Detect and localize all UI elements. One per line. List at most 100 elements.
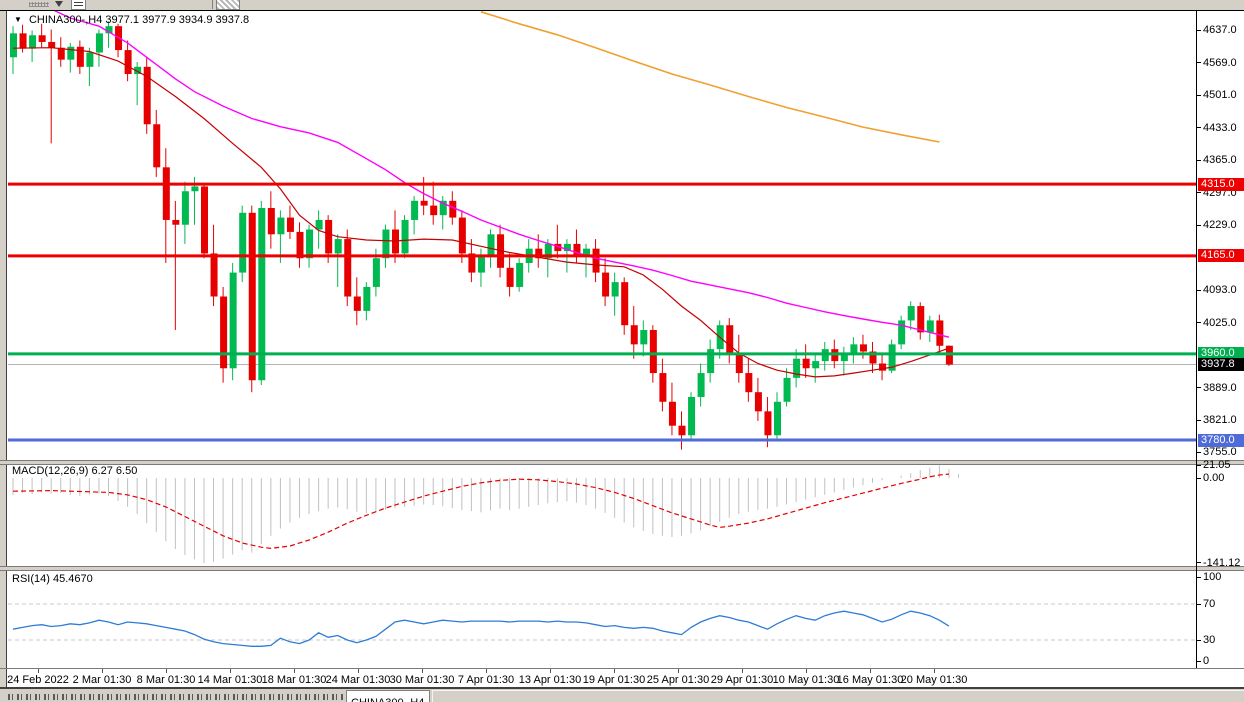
date-tick xyxy=(38,669,39,673)
date-tick xyxy=(870,669,871,673)
date-tick xyxy=(102,669,103,673)
macd-tick-mark xyxy=(1197,465,1201,466)
date-tick xyxy=(678,669,679,673)
current-price-badge: 3937.8 xyxy=(1198,358,1244,371)
candle xyxy=(592,248,600,273)
equal-lines-icon[interactable] xyxy=(71,0,86,10)
date-label: 29 Apr 01:30 xyxy=(710,674,774,686)
price-tick-label: 4025.0 xyxy=(1203,317,1237,329)
candle xyxy=(19,33,27,49)
price-tick-mark xyxy=(1197,387,1201,388)
price-badge-3960.0: 3960.0 xyxy=(1198,347,1244,360)
price-tick-label: 4569.0 xyxy=(1203,57,1237,69)
macd-tick-label: 0.00 xyxy=(1203,472,1225,484)
candle xyxy=(48,41,56,48)
dots-handle-icon[interactable] xyxy=(29,2,49,7)
date-tick xyxy=(486,669,487,673)
active-tab-label: CHINA300-,H4 xyxy=(351,697,424,702)
date-tick xyxy=(422,669,423,673)
candle xyxy=(363,286,371,311)
candle xyxy=(802,358,810,369)
candle xyxy=(764,411,772,436)
candle xyxy=(535,248,543,259)
date-label: 10 May 01:30 xyxy=(772,674,840,686)
rsi-tick-mark xyxy=(1197,577,1201,578)
candle xyxy=(315,219,323,230)
macd-label: MACD(12,26,9) 6.27 6.50 xyxy=(12,465,138,477)
candle xyxy=(162,167,170,220)
candle xyxy=(640,330,648,345)
price-badge-3780.0: 3780.0 xyxy=(1198,434,1244,447)
candle xyxy=(678,425,686,436)
price-tick-mark xyxy=(1197,452,1201,453)
candle xyxy=(859,344,867,352)
panel-divider[interactable] xyxy=(0,460,1244,465)
date-tick xyxy=(166,669,167,673)
candle xyxy=(296,231,304,259)
macd-canvas[interactable] xyxy=(8,463,1196,566)
date-axis-bottom-border xyxy=(0,687,1244,688)
macd-tick-label: -141.12 xyxy=(1203,557,1241,569)
candle xyxy=(621,282,629,326)
rsi-panel[interactable] xyxy=(7,570,1244,668)
candle xyxy=(220,296,228,369)
panel-divider[interactable] xyxy=(0,566,1244,571)
date-label: 14 Mar 01:30 xyxy=(197,674,263,686)
price-tick-label: 3755.0 xyxy=(1203,446,1237,458)
tab-china300-h4[interactable]: CHINA300-,H4 xyxy=(346,690,430,702)
date-label: 30 Mar 01:30 xyxy=(389,674,455,686)
candle xyxy=(563,243,571,252)
candle xyxy=(191,186,199,192)
candle xyxy=(735,353,743,374)
candle xyxy=(506,267,514,287)
price-tick-mark xyxy=(1197,127,1201,128)
macd-tick-mark xyxy=(1197,562,1201,563)
macd-tick-label: 21.05 xyxy=(1203,459,1231,471)
date-tick xyxy=(550,669,551,673)
chart-tab-bar[interactable]: CHINA300-,H4 xyxy=(0,688,1244,702)
chevron-down-icon[interactable] xyxy=(55,1,63,7)
price-tick-mark xyxy=(1197,95,1201,96)
chart-title: CHINA300-,H4 3977.1 3977.9 3934.9 3937.8 xyxy=(28,14,250,26)
candle xyxy=(277,217,285,235)
candle xyxy=(325,219,333,254)
collapse-chart-icon[interactable]: ▼ xyxy=(14,15,22,24)
candle xyxy=(411,200,419,220)
candle xyxy=(611,282,619,297)
candle xyxy=(38,35,46,42)
rsi-canvas[interactable] xyxy=(8,570,1196,668)
candle xyxy=(754,392,762,412)
date-label: 20 May 01:30 xyxy=(900,674,968,686)
price-tick-label: 4637.0 xyxy=(1203,24,1237,36)
candle xyxy=(86,52,94,67)
candle xyxy=(143,66,151,125)
candle xyxy=(267,207,275,235)
candle xyxy=(917,306,925,333)
date-label: 13 Apr 01:30 xyxy=(518,674,582,686)
chart-title-row: ▼ CHINA300-,H4 3977.1 3977.9 3934.9 3937… xyxy=(14,14,249,26)
price-tick-mark xyxy=(1197,160,1201,161)
date-tick xyxy=(742,669,743,673)
candle xyxy=(793,358,801,378)
price-badge-4165.0: 4165.0 xyxy=(1198,249,1244,262)
candle xyxy=(869,351,877,364)
price-axis-separator xyxy=(1196,11,1197,668)
candle xyxy=(344,239,352,297)
candle xyxy=(124,50,132,75)
candle xyxy=(95,33,103,53)
candle xyxy=(936,320,944,346)
main-chart-canvas[interactable] xyxy=(8,11,1196,460)
candle xyxy=(153,124,161,168)
rsi-tick-label: 0 xyxy=(1203,655,1210,667)
candle xyxy=(516,263,524,287)
checker-pattern-icon[interactable] xyxy=(216,0,240,10)
candle xyxy=(668,401,676,426)
inactive-chart-tabs[interactable] xyxy=(8,694,344,700)
candle xyxy=(57,47,65,60)
candle xyxy=(812,361,820,369)
price-tick-label: 3821.0 xyxy=(1203,414,1237,426)
candle xyxy=(583,248,590,256)
date-tick xyxy=(614,669,615,673)
rsi-tick-mark xyxy=(1197,640,1201,641)
candle xyxy=(630,325,638,345)
